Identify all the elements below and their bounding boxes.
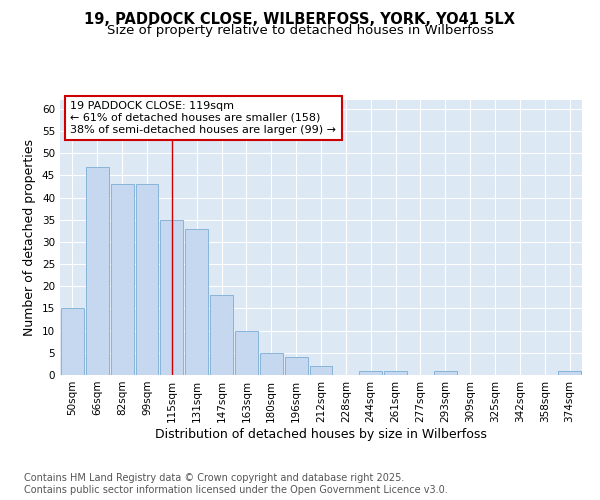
Bar xyxy=(359,370,382,375)
Bar xyxy=(86,166,109,375)
Y-axis label: Number of detached properties: Number of detached properties xyxy=(23,139,37,336)
Bar xyxy=(111,184,134,375)
Text: Size of property relative to detached houses in Wilberfoss: Size of property relative to detached ho… xyxy=(107,24,493,37)
Bar xyxy=(61,308,84,375)
Bar xyxy=(260,353,283,375)
Bar xyxy=(136,184,158,375)
Bar xyxy=(235,330,258,375)
Bar xyxy=(285,358,308,375)
Bar xyxy=(160,220,183,375)
Text: 19 PADDOCK CLOSE: 119sqm
← 61% of detached houses are smaller (158)
38% of semi-: 19 PADDOCK CLOSE: 119sqm ← 61% of detach… xyxy=(70,102,337,134)
Bar xyxy=(185,228,208,375)
Bar xyxy=(310,366,332,375)
Bar xyxy=(558,370,581,375)
Text: 19, PADDOCK CLOSE, WILBERFOSS, YORK, YO41 5LX: 19, PADDOCK CLOSE, WILBERFOSS, YORK, YO4… xyxy=(85,12,515,28)
Bar xyxy=(384,370,407,375)
Bar xyxy=(210,295,233,375)
Text: Contains HM Land Registry data © Crown copyright and database right 2025.
Contai: Contains HM Land Registry data © Crown c… xyxy=(24,474,448,495)
X-axis label: Distribution of detached houses by size in Wilberfoss: Distribution of detached houses by size … xyxy=(155,428,487,440)
Bar xyxy=(434,370,457,375)
